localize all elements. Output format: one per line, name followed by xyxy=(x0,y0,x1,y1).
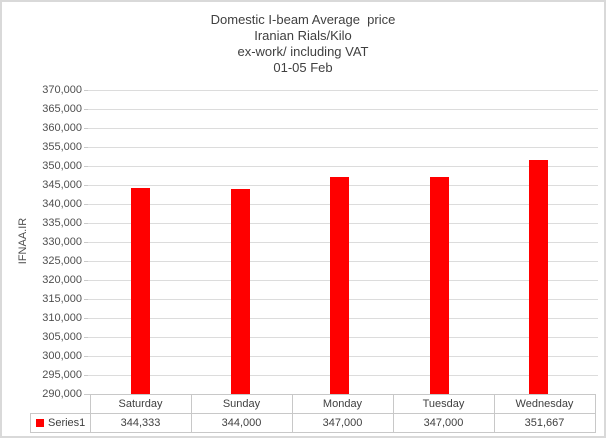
category-header-cell: Monday xyxy=(291,394,394,414)
legend-cell: Series1 xyxy=(30,413,91,433)
table-corner-cell xyxy=(30,394,91,414)
chart-title: Domestic I-beam Average price Iranian Ri… xyxy=(2,12,604,76)
y-axis-tick-mark xyxy=(84,261,90,262)
chart-title-line-4: 01-05 Feb xyxy=(273,60,333,75)
bar-tuesday xyxy=(429,177,449,394)
y-axis-tick-mark xyxy=(84,356,90,357)
bar-monday xyxy=(330,177,349,394)
y-axis-tick-label: 360,000 xyxy=(42,122,82,134)
y-axis-tick-label: 295,000 xyxy=(42,369,82,381)
y-axis-tick-label: 315,000 xyxy=(42,293,82,305)
y-axis-tick-label: 355,000 xyxy=(42,141,82,153)
y-axis-tick-mark xyxy=(84,128,90,129)
y-axis-tick-mark xyxy=(84,375,90,376)
legend-key-icon xyxy=(36,419,44,427)
value-cell: 351,667 xyxy=(493,413,596,433)
y-axis-tick-label: 300,000 xyxy=(42,350,82,362)
y-axis-tick-mark xyxy=(84,299,90,300)
y-axis-tick-label: 365,000 xyxy=(42,103,82,115)
y-axis-tick-label: 370,000 xyxy=(42,84,82,96)
y-axis-tick-mark xyxy=(84,337,90,338)
y-axis-tick-label: 335,000 xyxy=(42,217,82,229)
y-axis-tick-label: 320,000 xyxy=(42,274,82,286)
table-value-row: Series1 344,333 344,000 347,000 347,000 351,6… xyxy=(30,413,596,433)
category-header-cell: Wednesday xyxy=(493,394,596,414)
y-axis-tick-mark xyxy=(84,185,90,186)
y-axis-tick-label: 350,000 xyxy=(42,160,82,172)
category-header-cell: Tuesday xyxy=(392,394,495,414)
chart-title-line-1: Domestic I-beam Average price xyxy=(210,12,396,27)
bar-sunday xyxy=(230,189,250,394)
y-axis-tick-mark xyxy=(84,318,90,319)
category-header-cell: Sunday xyxy=(190,394,293,414)
y-axis-tick-label: 305,000 xyxy=(42,331,82,343)
y-axis-tick-label: 325,000 xyxy=(42,255,82,267)
gridline xyxy=(88,90,598,91)
y-axis-tick-mark xyxy=(84,204,90,205)
y-axis-tick-mark xyxy=(84,147,90,148)
gridline xyxy=(88,128,598,129)
value-cell: 347,000 xyxy=(291,413,394,433)
y-axis-tick-mark xyxy=(84,90,90,91)
table-header-row: Saturday Sunday Monday Tuesday Wednesday xyxy=(30,394,596,414)
chart-title-line-3: ex-work/ including VAT xyxy=(237,44,369,59)
y-axis-tick-label: 345,000 xyxy=(42,179,82,191)
legend-series-name: Series1 xyxy=(48,417,86,429)
gridline xyxy=(88,109,598,110)
y-axis-tick-label: 340,000 xyxy=(42,198,82,210)
y-axis-tick-mark xyxy=(84,223,90,224)
y-axis-tick-mark xyxy=(84,109,90,110)
chart-title-line-2: Iranian Rials/Kilo xyxy=(254,28,352,43)
data-table: Saturday Sunday Monday Tuesday Wednesday Seri… xyxy=(30,394,596,433)
bar-wednesday xyxy=(529,160,548,394)
y-axis-tick-label: 330,000 xyxy=(42,236,82,248)
value-cell: 344,000 xyxy=(190,413,293,433)
category-header-cell: Saturday xyxy=(89,394,192,414)
value-cell: 344,333 xyxy=(89,413,192,433)
value-cell: 347,000 xyxy=(392,413,495,433)
y-axis-tick-mark xyxy=(84,166,90,167)
gridline xyxy=(88,147,598,148)
y-axis-tick-label: 310,000 xyxy=(42,312,82,324)
y-axis-tick-mark xyxy=(84,280,90,281)
bar-saturday xyxy=(131,188,150,394)
gridline xyxy=(88,166,598,167)
y-axis-tick-mark xyxy=(84,242,90,243)
plot-area xyxy=(88,90,598,394)
